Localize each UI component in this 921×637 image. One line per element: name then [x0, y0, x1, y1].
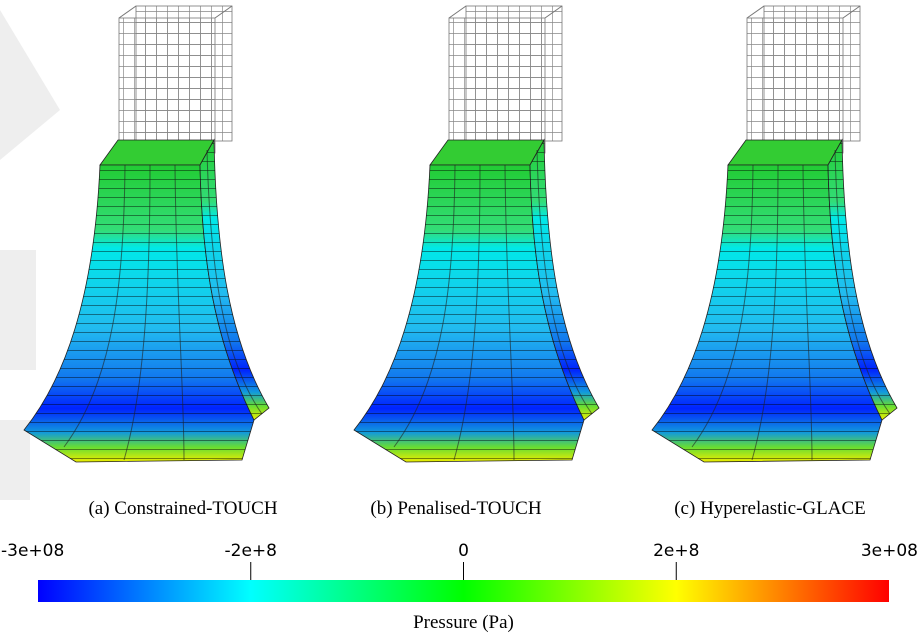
mesh-b	[353, 5, 600, 463]
colorbar: -2e+8 0 2e+8 -3e+08 3e+08 Pressure (Pa)	[1, 541, 918, 633]
caption: (a) Constrained-TOUCH	[88, 498, 277, 519]
tick-label: 0	[458, 541, 469, 561]
tick-label: -2e+8	[225, 541, 277, 561]
tick-label: 2e+8	[653, 541, 699, 561]
watermark	[0, 10, 60, 500]
range-label: -3e+08	[1, 541, 64, 561]
caption: (b) Penalised-TOUCH	[370, 498, 541, 519]
caption: (c) Hyperelastic-GLACE	[674, 498, 866, 519]
mesh-c	[651, 5, 898, 463]
colorbar-bar	[38, 580, 889, 602]
range-label: 3e+08	[861, 541, 918, 561]
colorbar-label: Pressure (Pa)	[413, 612, 514, 633]
mesh-a	[23, 5, 270, 463]
